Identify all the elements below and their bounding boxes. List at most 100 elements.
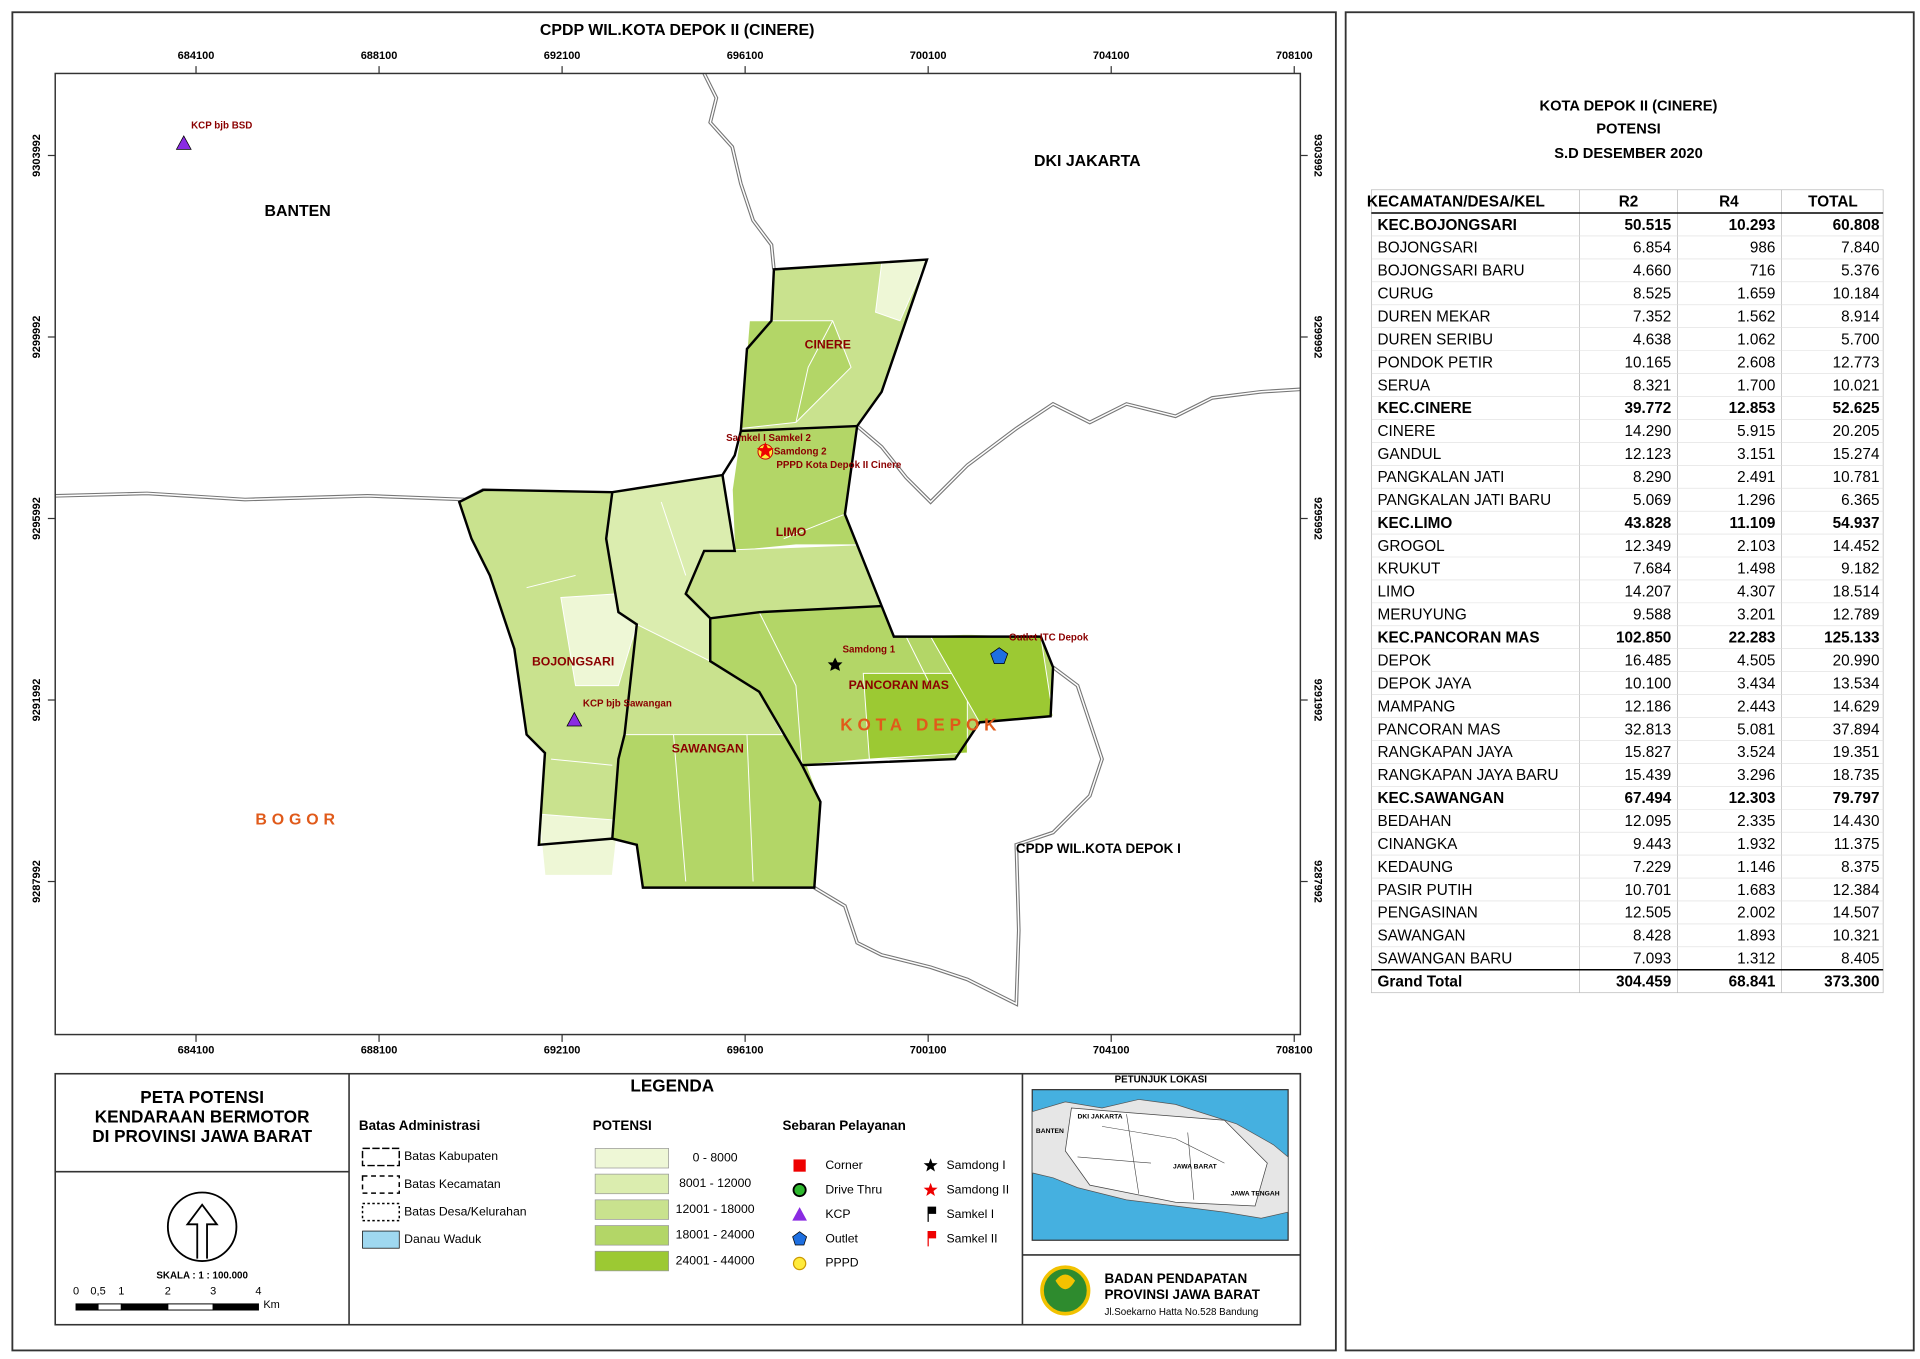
legend-label: Samkel I: [947, 1207, 995, 1221]
table-value: 5.915: [1737, 423, 1775, 440]
table-value: 12.789: [1833, 607, 1880, 624]
table-value: 8.321: [1633, 377, 1671, 394]
city-boundary-part: [457, 258, 1055, 889]
table-name: KRUKUT: [1377, 561, 1440, 578]
table-value: 1.659: [1737, 286, 1775, 303]
bottom-frame: [54, 1072, 1302, 1326]
table-value: 2.491: [1737, 469, 1775, 486]
table-name: KEC.PANCORAN MAS: [1377, 630, 1539, 647]
table-name: GANDUL: [1377, 446, 1441, 463]
x-tick-label: 708100: [1276, 1044, 1313, 1056]
legend-label: PPPD: [825, 1256, 858, 1270]
legend-label: 24001 - 44000: [676, 1253, 755, 1267]
legend-label: 18001 - 24000: [676, 1228, 755, 1242]
inset-map: PETUNJUK LOKASI DKI JAKARTA BANTEN JAWA …: [1031, 1074, 1289, 1241]
scale-segment: [167, 1303, 214, 1311]
legend-swatch: [361, 1147, 400, 1167]
agency-part: Jl.Soekarno Hatta No.528 Bandung: [1104, 1307, 1258, 1318]
map-frame: [54, 72, 1302, 1036]
table-value: 102.850: [1616, 630, 1671, 647]
table-value: 5.700: [1841, 331, 1879, 348]
table-name: PASIR PUTIH: [1377, 882, 1472, 899]
x-tick-label: 692100: [544, 1044, 581, 1056]
bottom-frame-part: [54, 1072, 1302, 1326]
table-value: 12.384: [1833, 882, 1880, 899]
potential-table: KOTA DEPOK II (CINERE) POTENSI S.D DESEM…: [1367, 98, 1884, 994]
legend-part: Sebaran Pelayanan: [782, 1118, 905, 1133]
table-value: 54.937: [1833, 515, 1880, 532]
table-header: KECAMATAN/DESA/KEL: [1367, 194, 1545, 211]
table-value: 15.827: [1625, 744, 1672, 761]
table-value: 8.914: [1841, 308, 1880, 325]
table-value: 1.498: [1737, 561, 1775, 578]
table-value: 7.684: [1633, 561, 1672, 578]
map-labels-part: BANTEN: [264, 203, 330, 220]
map-labels-part: BOJONGSARI: [532, 655, 614, 669]
table-name: Grand Total: [1377, 974, 1462, 991]
table-name: MERUYUNG: [1377, 607, 1466, 624]
table-name: PENGASINAN: [1377, 905, 1477, 922]
scale-segment: [75, 1303, 99, 1311]
table-value: 15.439: [1625, 767, 1672, 784]
table-value: 8.525: [1633, 286, 1671, 303]
table-value: 8.405: [1841, 951, 1879, 968]
table-value: 1.562: [1737, 308, 1775, 325]
table-value: 3.434: [1737, 675, 1776, 692]
x-tick-label: 696100: [727, 1044, 764, 1056]
table-value: 10.100: [1625, 675, 1672, 692]
service-point-part: [175, 135, 192, 150]
map-labels-part: SAWANGAN: [672, 742, 744, 756]
admin-boundary: [55, 73, 1301, 1007]
table-value: 12.123: [1625, 446, 1672, 463]
scale-segment: [97, 1303, 122, 1311]
village-boundary-part: [526, 320, 932, 882]
map-title: CPDP WIL.KOTA DEPOK II (CINERE): [540, 22, 815, 39]
legend-icon: [792, 1231, 808, 1246]
y-tick-label: 9287992: [1312, 860, 1324, 903]
table-value: 10.293: [1729, 217, 1776, 234]
table-value: 12.773: [1833, 354, 1880, 371]
inset-map-part: JAWA TENGAH: [1231, 1190, 1280, 1197]
city-boundary: [457, 258, 1055, 889]
table-value: 4.505: [1737, 652, 1775, 669]
map-labels-part: KOTA DEPOK: [840, 715, 1001, 735]
table-value: 15.274: [1833, 446, 1880, 463]
legend-label: Batas Kabupaten: [404, 1149, 498, 1163]
legend-icon: [792, 1256, 807, 1271]
scale-tick-label: 1: [118, 1286, 124, 1298]
legend-part: LEGENDA: [630, 1076, 714, 1096]
map-labels-part: KCP bjb Sawangan: [583, 699, 672, 710]
table-value: 4.307: [1737, 584, 1775, 601]
inset-map-part: BANTEN: [1036, 1128, 1064, 1135]
table-value: 373.300: [1824, 974, 1879, 991]
table-name: RANGKAPAN JAYA BARU: [1377, 767, 1558, 784]
x-tick-label: 704100: [1093, 1044, 1130, 1056]
table-name: SAWANGAN: [1377, 928, 1465, 945]
table-value: 3.201: [1737, 607, 1775, 624]
district-area-part: [862, 672, 968, 760]
table-value: 50.515: [1625, 217, 1672, 234]
table-header: TOTAL: [1808, 194, 1858, 211]
table-value: 1.062: [1737, 331, 1775, 348]
table-name: KEC.BOJONGSARI: [1377, 217, 1516, 234]
table-name: LIMO: [1377, 584, 1414, 601]
table-value: 10.321: [1833, 928, 1880, 945]
table-name: PANGKALAN JATI BARU: [1377, 492, 1551, 509]
table-value: 7.840: [1841, 240, 1879, 257]
table-value: 2.002: [1737, 905, 1775, 922]
admin-boundary-part: [55, 73, 1301, 1006]
north-arrow-part: [185, 1203, 219, 1259]
table-value: 7.352: [1633, 308, 1671, 325]
map-labels-part: CINERE: [805, 337, 851, 351]
legend-icon: [792, 1183, 807, 1198]
legend-swatch: [594, 1173, 669, 1195]
north-arrow-part: [166, 1191, 238, 1262]
agency-part: [1055, 1274, 1076, 1290]
x-tick-label: 700100: [910, 50, 947, 62]
inset-map-part: PETUNJUK LOKASI: [1115, 1074, 1208, 1085]
table-value: 52.625: [1833, 400, 1880, 417]
legend-label: Samkel II: [947, 1231, 998, 1245]
table-value: 20.205: [1833, 423, 1880, 440]
legend-icon: [927, 1231, 937, 1247]
